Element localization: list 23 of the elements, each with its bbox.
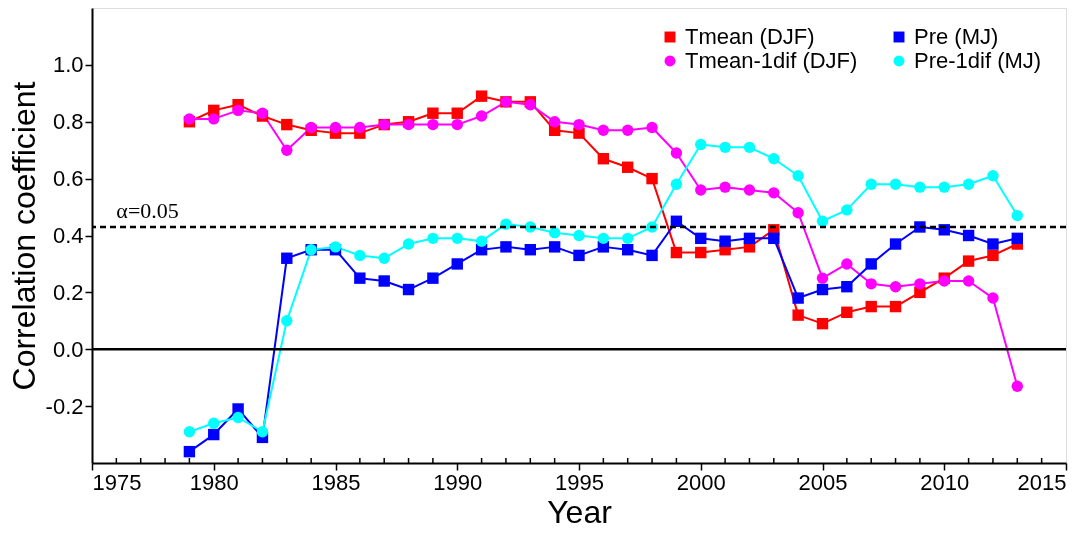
y-axis-title: Correlation coefficient — [5, 81, 42, 391]
x-tick-label: 1985 — [311, 469, 361, 495]
y-tick-label: -0.2 — [45, 393, 84, 419]
legend-label: Tmean (DJF) — [685, 24, 815, 49]
y-tick-label: 1.0 — [52, 52, 84, 78]
x-axis-title: Year — [547, 493, 613, 530]
y-tick-label: 0.8 — [52, 109, 84, 135]
x-tick-label: 2010 — [920, 469, 970, 495]
annotation: α=0.05 — [116, 197, 179, 223]
x-tick-label: 1990 — [433, 469, 483, 495]
y-tick-label: 0.6 — [52, 166, 84, 192]
legend-label: Pre (MJ) — [914, 24, 999, 49]
y-tick-label: 0.2 — [52, 279, 84, 305]
y-tick-label: 0.4 — [52, 223, 84, 248]
x-tick-label: 2005 — [798, 469, 848, 495]
x-tick-label: 1980 — [189, 469, 239, 495]
legend-label: Tmean-1dif (DJF) — [685, 48, 858, 73]
x-tick-label: 1995 — [555, 469, 604, 495]
legend-label: Pre-1dif (MJ) — [914, 48, 1042, 73]
x-tick-label: 2000 — [676, 469, 726, 495]
x-tick-label: 1975 — [92, 469, 142, 495]
y-tick-label: 0.0 — [52, 336, 84, 362]
x-tick-label: 2015 — [1017, 469, 1067, 495]
